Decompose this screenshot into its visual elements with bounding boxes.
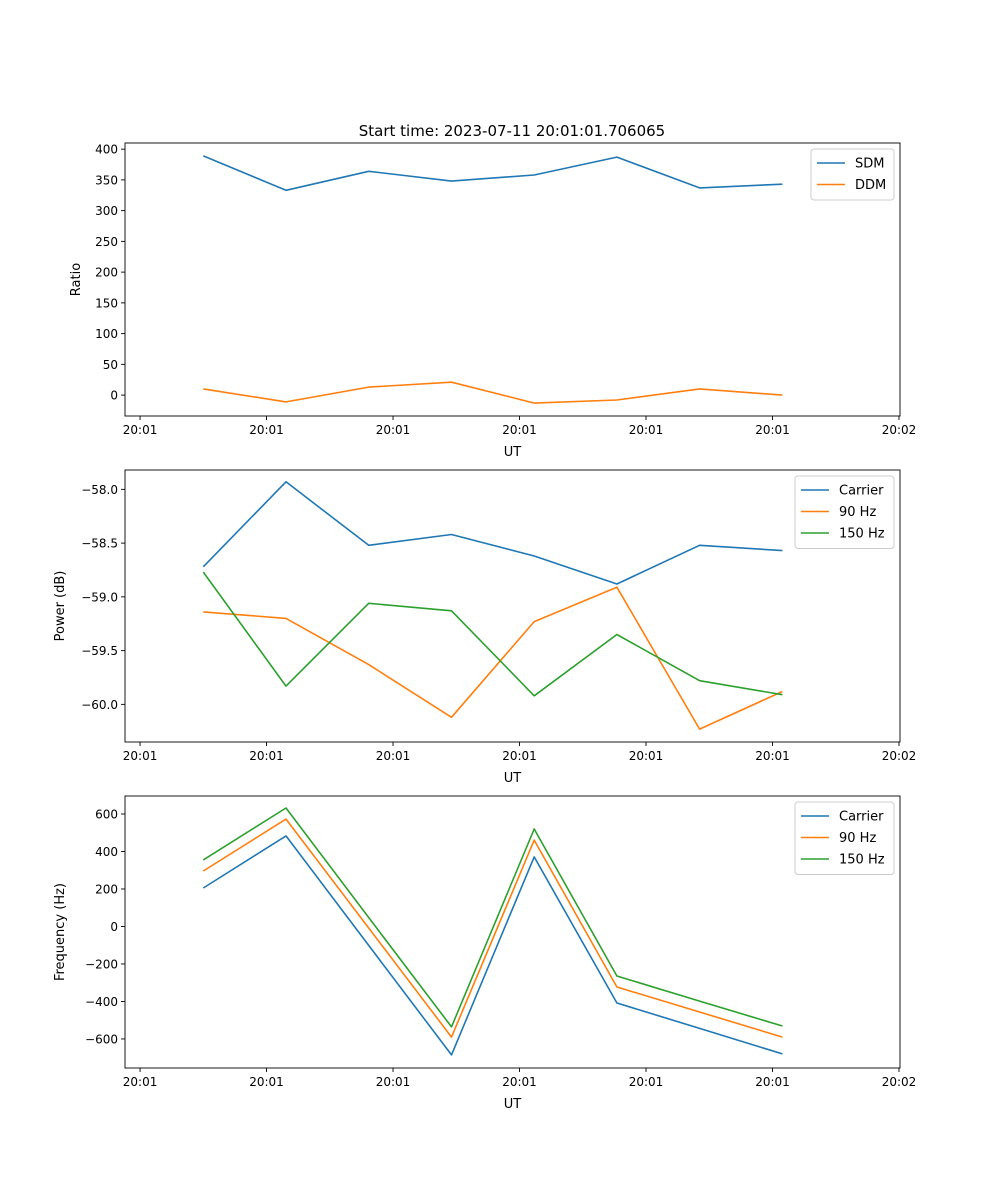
legend: Carrier 90 Hz 150 Hz [794,801,895,875]
y-tick-label: −600 [85,1032,118,1046]
y-tick-label: 100 [95,327,118,341]
legend-box [794,801,895,875]
y-tick-label: 150 [95,296,118,310]
y-tick-label: 350 [95,173,118,187]
y-tick-label: −400 [85,995,118,1009]
x-tick-label: 20:01 [249,749,284,763]
series-line-90-hz [203,586,783,730]
x-tick-label: 20:01 [629,749,664,763]
series-line-sdm [202,155,783,192]
y-tick-label: 600 [95,807,118,821]
x-tick-label: 20:01 [502,423,537,437]
x-tick-label: 20:01 [502,749,537,763]
chart-title: Start time: 2023-07-11 20:01:01.706065 [359,122,665,140]
y-tick-label: −58.5 [81,537,118,551]
legend-label: 150 Hz [839,527,885,542]
y-tick-label: 0 [110,920,118,934]
y-tick-label: 200 [95,882,118,896]
axes-frame [124,469,901,743]
x-tick-label: 20:01 [249,1075,284,1089]
y-tick-label: 400 [95,845,118,859]
x-tick-label: 20:01 [755,423,790,437]
y-tick-label: −200 [85,957,118,971]
x-tick-label: 20:01 [502,1075,537,1089]
x-tick-label: 20:01 [123,423,158,437]
subplot-2: 20:01 20:01 20:01 20:01 20:01 20:01 20:02 UT −60… [53,469,917,786]
x-tick-label: 20:01 [376,1075,411,1089]
x-tick-label: 20:01 [755,749,790,763]
y-tick-label: 0 [110,389,118,403]
legend-label: DDM [855,178,886,193]
x-tick-label: 20:02 [882,1075,917,1089]
series-line-150-hz [202,571,783,697]
legend-label: Carrier [839,484,884,499]
series-line-ddm [203,381,783,404]
legend-label: SDM [855,157,884,172]
legend: Carrier 90 Hz 150 Hz [794,475,895,549]
subplot-3: 20:01 20:01 20:01 20:01 20:01 20:01 20:02 UT −60… [53,795,917,1112]
y-tick-label: 400 [95,143,118,157]
y-tick-label: 300 [95,204,118,218]
series-line-150-hz [202,807,783,1028]
y-tick-label: 250 [95,235,118,249]
x-axis-label: UT [504,771,522,786]
y-axis-label: Ratio [69,263,84,296]
y-tick-label: −59.5 [81,644,118,658]
y-tick-label: −59.0 [81,590,118,604]
series-line-90-hz [202,818,783,1038]
legend-label: 150 Hz [839,853,885,868]
x-tick-label: 20:01 [249,423,284,437]
series-line-carrier [202,480,783,585]
legend-label: Carrier [839,810,884,825]
x-axis-label: UT [504,445,522,460]
subplot-1: 20:01 20:01 20:01 20:01 20:01 20:01 20:02 UT 0 50… [69,142,917,460]
series-line-carrier [202,835,783,1056]
y-axis-label: Power (dB) [53,571,68,642]
legend: SDM DDM [810,148,895,201]
y-tick-label: 200 [95,266,118,280]
x-tick-label: 20:02 [882,749,917,763]
y-tick-label: −60.0 [81,698,118,712]
x-axis-label: UT [504,1097,522,1112]
y-tick-label: −58.0 [81,483,118,497]
x-tick-label: 20:01 [755,1075,790,1089]
x-tick-label: 20:01 [629,423,664,437]
x-tick-label: 20:01 [376,749,411,763]
x-tick-label: 20:01 [123,749,158,763]
y-tick-label: 50 [103,358,118,372]
legend-box [794,475,895,549]
y-axis-label: Frequency (Hz) [53,883,68,981]
x-tick-label: 20:02 [882,423,917,437]
x-tick-label: 20:01 [629,1075,664,1089]
legend-label: 90 Hz [839,831,876,846]
legend-label: 90 Hz [839,505,876,520]
legend-box [810,148,895,201]
axes-frame [124,795,901,1069]
x-tick-label: 20:01 [376,423,411,437]
x-tick-label: 20:01 [123,1075,158,1089]
axes-frame [124,142,901,417]
